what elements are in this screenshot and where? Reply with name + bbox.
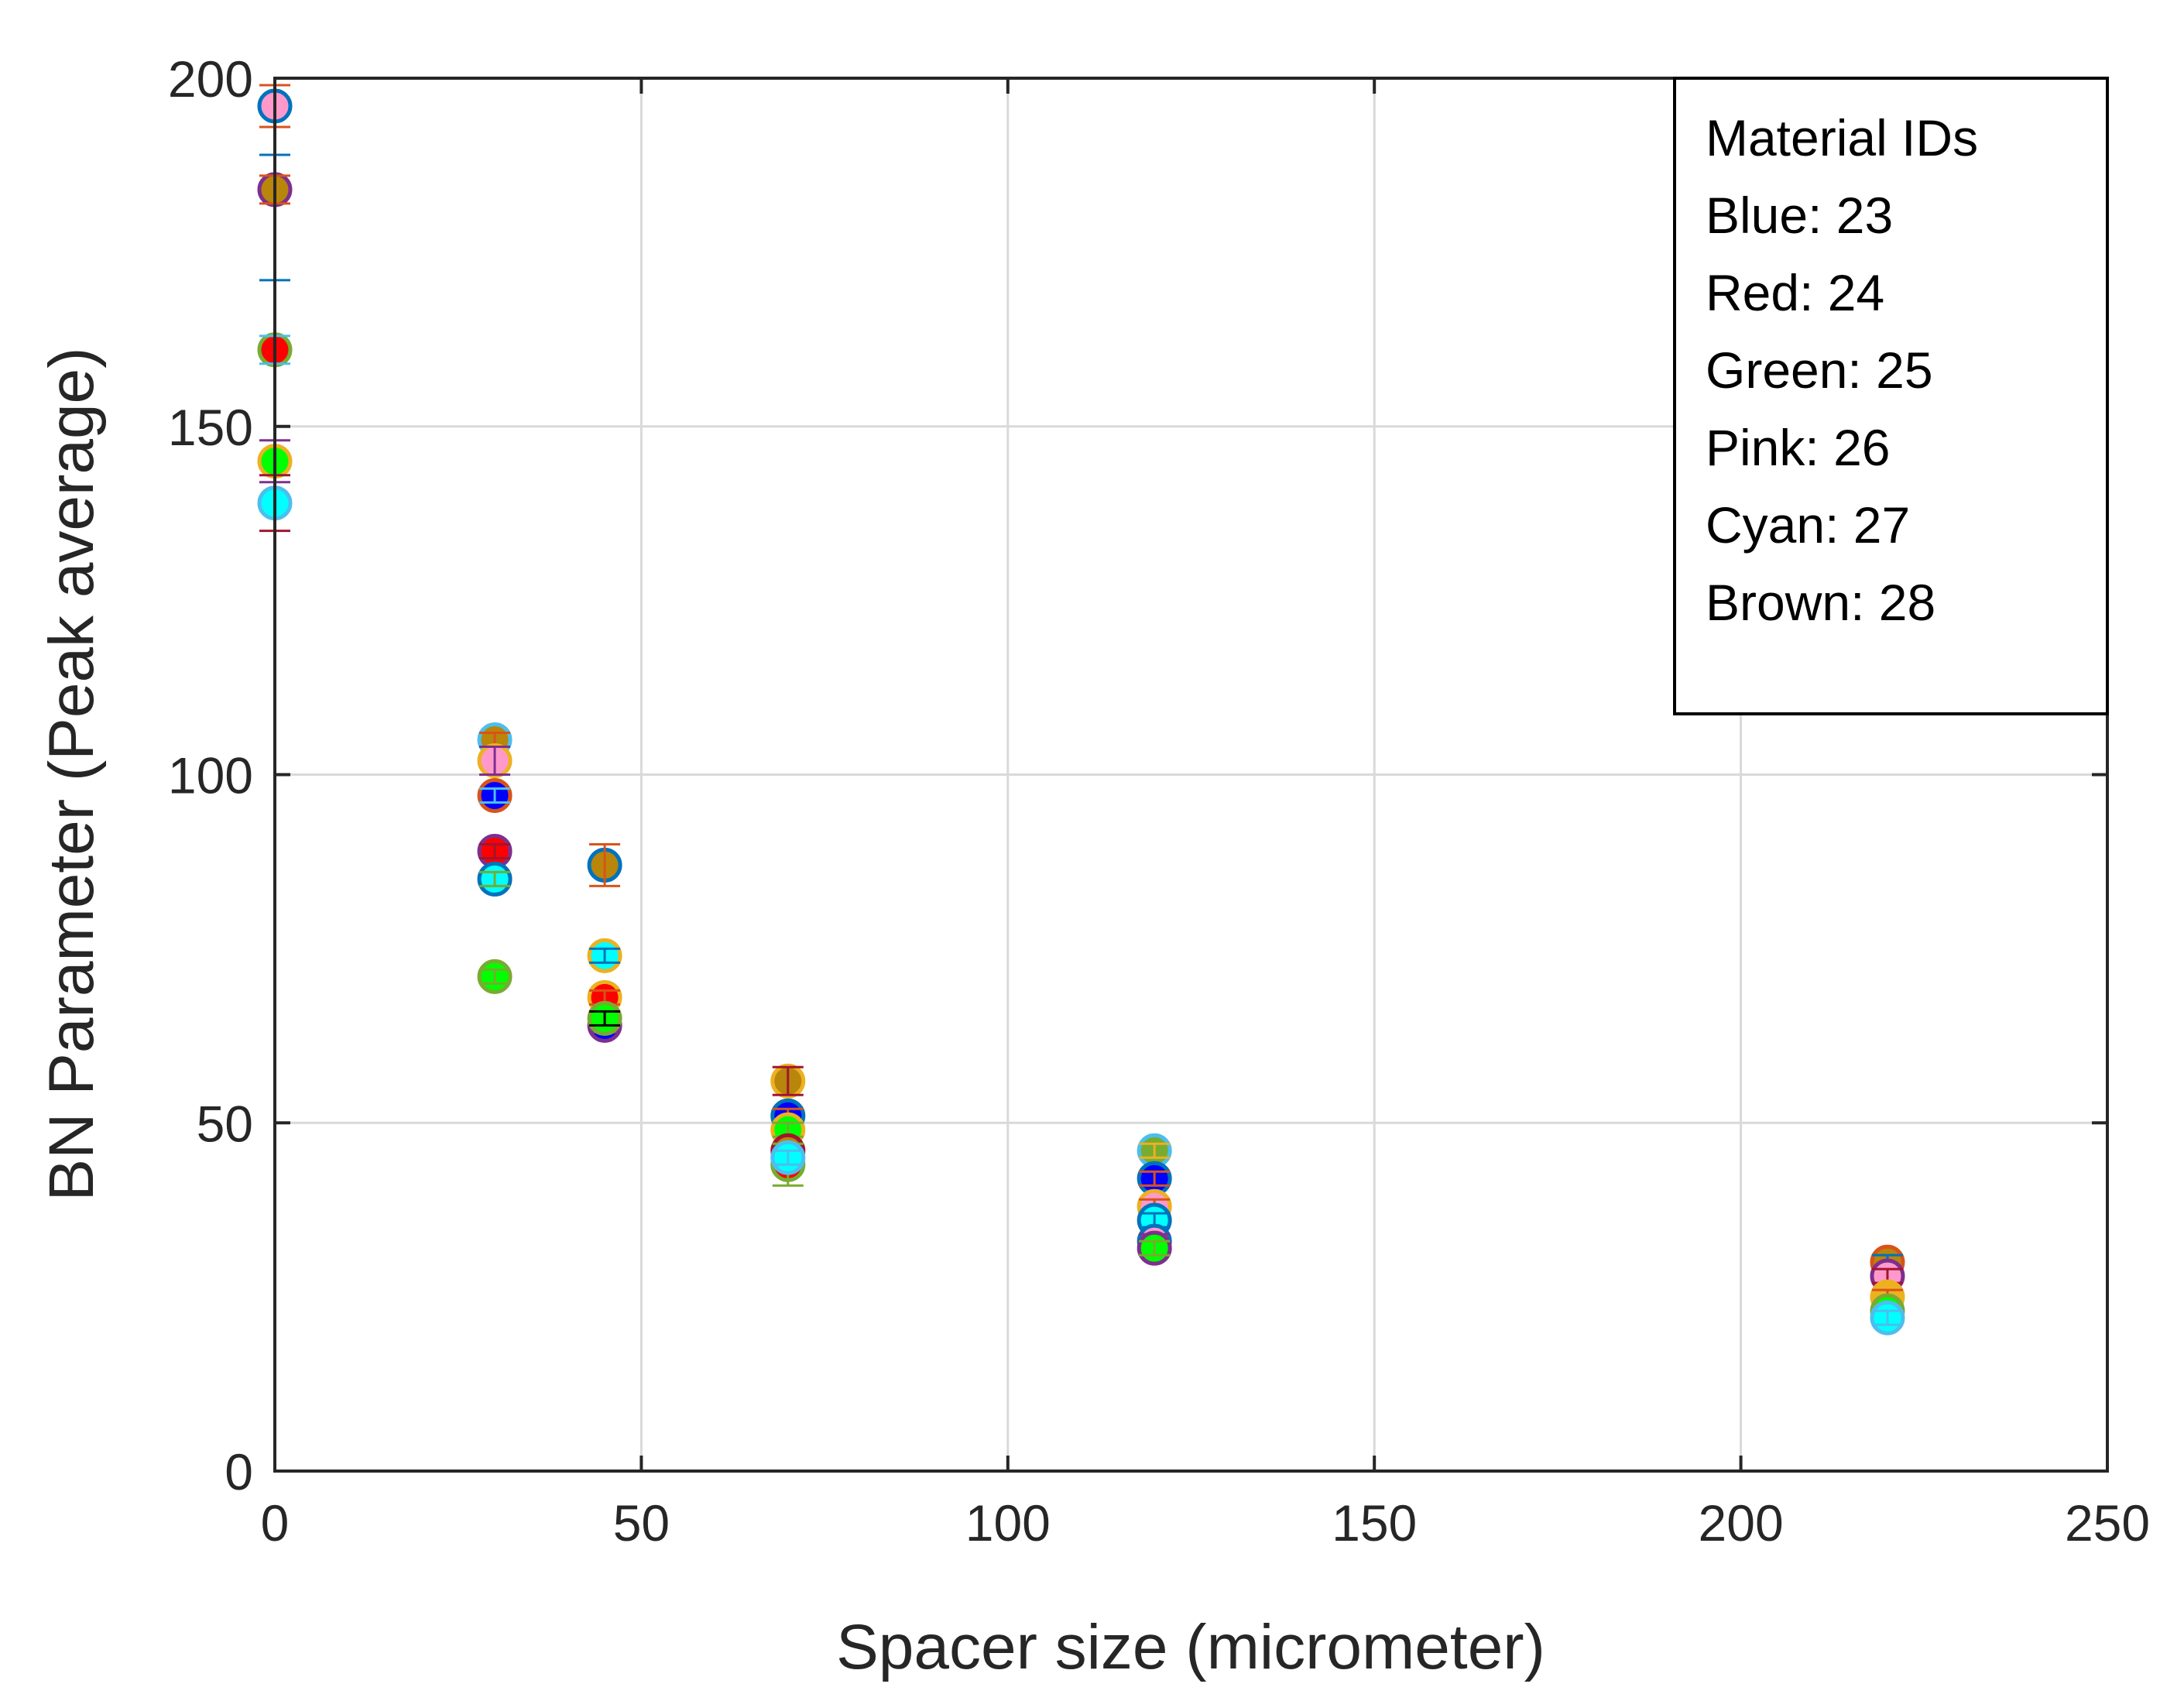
y-tick-label: 100 [168,747,253,804]
data-point [587,842,622,887]
x-tick-label: 100 [965,1494,1051,1552]
y-tick-label: 200 [168,50,253,108]
y-tick-label: 50 [197,1095,253,1152]
legend-title: Material IDs [1706,109,1978,166]
legend-entry-brown: Brown: 28 [1706,574,1935,631]
data-point [587,1000,622,1036]
legend-entry-blue: Blue: 23 [1706,187,1893,244]
data-points [257,84,1905,1336]
data-point [770,1063,806,1099]
legend-entry-red: Red: 24 [1706,264,1884,321]
legend-entry-pink: Pink: 26 [1706,419,1890,476]
x-tick-label: 150 [1332,1494,1417,1552]
tick-labels: 0 50 100 150 200 250 0 50 100 150 200 [168,50,2150,1552]
legend-entry-green: Green: 25 [1706,341,1933,399]
y-tick-label: 0 [225,1443,253,1500]
data-point [477,743,513,779]
y-tick-label: 150 [168,399,253,456]
x-tick-label: 200 [1699,1494,1784,1552]
data-point [770,1140,806,1175]
data-point [477,861,513,897]
data-point [1137,1230,1172,1266]
x-axis-title: Spacer size (micrometer) [836,1612,1545,1682]
data-point [477,777,513,813]
material-ids-legend: Material IDs Blue: 23 Red: 24 Green: 25 … [1673,77,2109,715]
x-tick-label: 250 [2065,1494,2150,1552]
data-point [1870,1300,1905,1336]
legend-entry-cyan: Cyan: 27 [1706,496,1910,554]
data-point [587,938,622,973]
data-point [477,959,513,994]
y-axis-title: BN Parameter (Peak average) [36,348,107,1202]
data-point [1137,1161,1172,1196]
x-tick-label: 0 [261,1494,290,1552]
x-tick-label: 50 [613,1494,670,1552]
legend-frame [1673,77,2109,715]
